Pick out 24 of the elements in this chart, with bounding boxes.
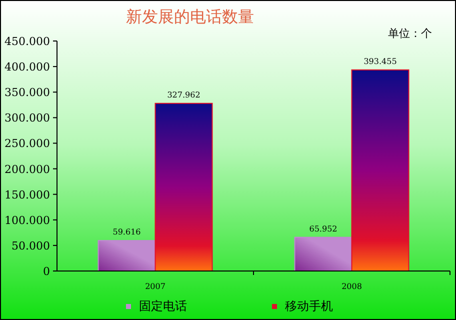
x-tick-label: 2008 <box>342 282 362 291</box>
y-tick-label: 400.000 <box>4 60 50 74</box>
legend-label: 移动手机 <box>285 299 333 313</box>
y-tick-label: 150.000 <box>4 188 50 202</box>
y-tick-label: 50.000 <box>12 239 50 252</box>
legend-label: 固定电话 <box>139 299 187 313</box>
bar <box>294 236 352 272</box>
bar <box>351 69 410 272</box>
y-tick-label: 300.000 <box>4 112 50 125</box>
y-tick-label: 200.000 <box>4 162 50 176</box>
data-label: 59.616 <box>112 228 141 237</box>
bar <box>98 240 156 272</box>
y-tick-label: 250.000 <box>4 137 50 150</box>
data-label: 327.962 <box>167 90 200 100</box>
y-tick-label: 0 <box>43 265 50 278</box>
data-label: 393.455 <box>364 56 397 66</box>
x-tick-label: 2007 <box>145 282 166 291</box>
data-label: 65.952 <box>309 224 338 234</box>
y-tick-label: 350.000 <box>4 86 50 100</box>
chart-title: 新发展的电话数量 <box>126 7 254 26</box>
bar <box>154 102 213 272</box>
y-tick-label: 450.000 <box>4 35 50 48</box>
text: 单位：个 <box>388 27 432 40</box>
y-tick-label: 100.000 <box>4 214 50 227</box>
